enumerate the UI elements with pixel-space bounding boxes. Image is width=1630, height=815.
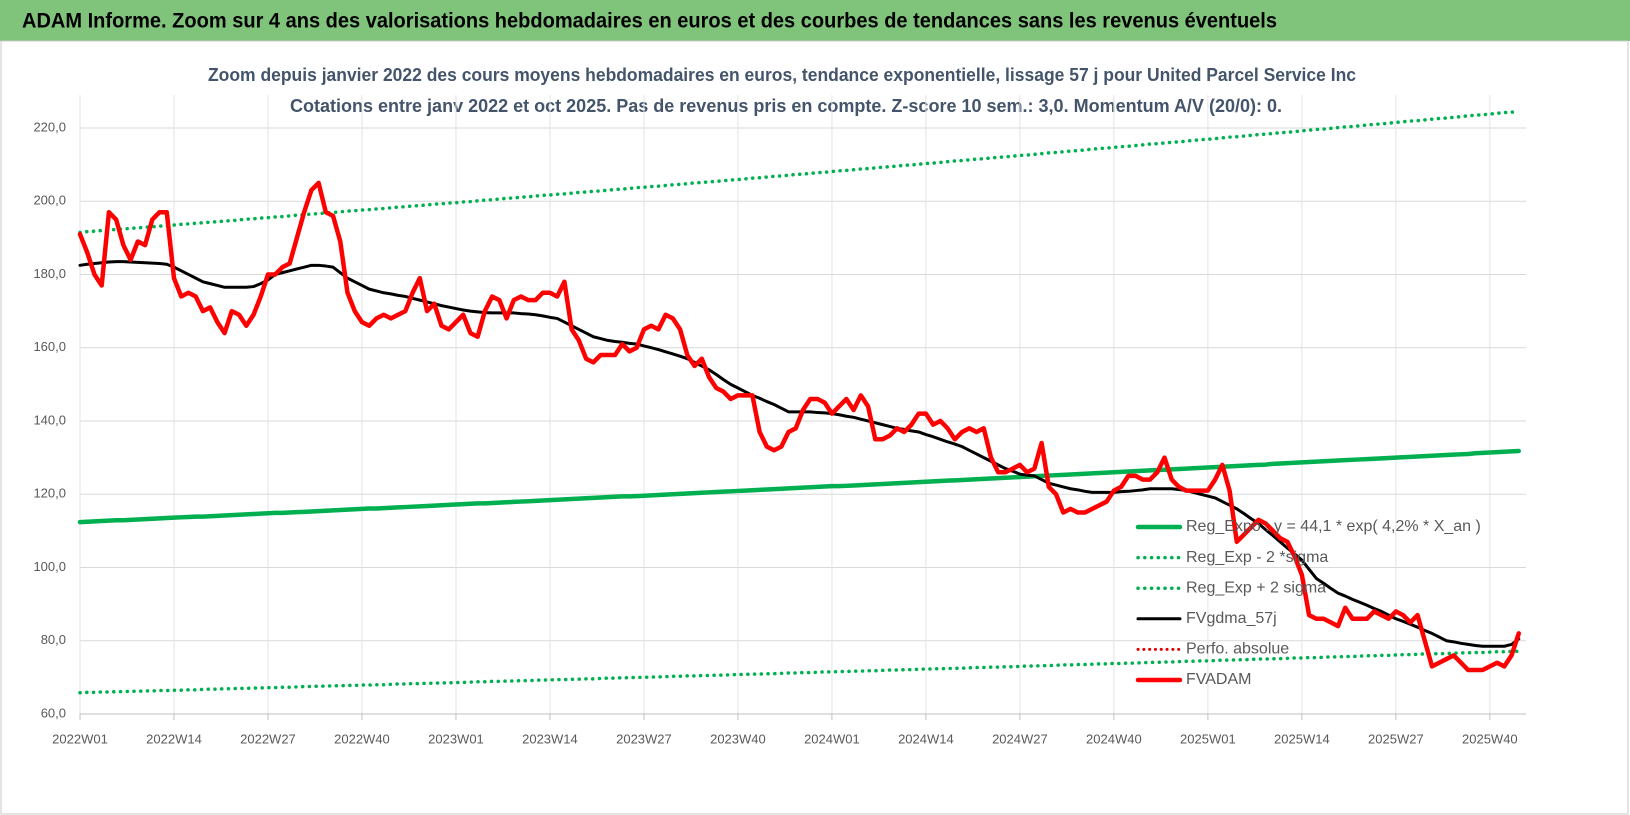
y-tick-label: 120,0	[33, 486, 66, 501]
y-tick-label: 100,0	[33, 559, 66, 574]
x-tick-label: 2024W01	[804, 731, 860, 746]
x-tick-label: 2022W01	[52, 731, 108, 746]
y-tick-label: 80,0	[41, 632, 66, 647]
series-line	[78, 109, 1521, 235]
x-tick-label: 2023W40	[710, 731, 766, 746]
x-tick-label: 2025W01	[1180, 731, 1236, 746]
legend-label: Reg_Exp + 2 sigma	[1186, 579, 1326, 596]
series-line	[78, 260, 1521, 648]
legend-label: FVgdma_57j	[1186, 610, 1277, 627]
x-tick-label: 2023W27	[616, 731, 672, 746]
chart-subtitle: Cotations entre janv 2022 et oct 2025. P…	[290, 96, 1282, 116]
x-tick-label: 2025W14	[1274, 731, 1330, 746]
chart-frame	[0, 40, 1629, 815]
header-bar	[0, 0, 1630, 41]
y-tick-label: 140,0	[33, 412, 66, 427]
plot	[77, 109, 1522, 695]
x-tick-label: 2024W40	[1086, 731, 1142, 746]
header-title: ADAM Informe. Zoom sur 4 ans des valoris…	[22, 10, 1277, 33]
legend-label: Reg_Exp - 2 *sigma	[1186, 549, 1328, 566]
y-tick-label: 220,0	[33, 119, 66, 134]
chart-title: Zoom depuis janvier 2022 des cours moyen…	[208, 65, 1356, 85]
x-tick-label: 2022W27	[240, 731, 296, 746]
x-tick-label: 2022W40	[334, 731, 390, 746]
x-tick-label: 2024W14	[898, 731, 954, 746]
grid: 60,0 80,0 100,0 120,0 140,0 160,0 180,0 200,0 22…	[33, 95, 1526, 746]
x-tick-label: 2024W27	[992, 731, 1048, 746]
legend-label: Reg_Expo : y = 44,1 * exp( 4,2% * X_an )	[1186, 518, 1481, 535]
legend-label: Perfo. absolue	[1186, 641, 1289, 658]
y-tick-label: 160,0	[33, 339, 66, 354]
series-line	[77, 180, 1522, 673]
x-tick-label: 2023W14	[522, 731, 578, 746]
series-line	[78, 649, 1521, 695]
x-tick-label: 2025W40	[1462, 731, 1518, 746]
x-tick-label: 2023W01	[428, 731, 484, 746]
series-line	[77, 448, 1522, 525]
x-tick-label: 2025W27	[1368, 731, 1424, 746]
x-tick-label: 2022W14	[146, 731, 202, 746]
legend-label: FVADAM	[1186, 671, 1251, 688]
y-tick-label: 180,0	[33, 266, 66, 281]
y-tick-label: 60,0	[41, 705, 66, 720]
y-tick-label: 200,0	[33, 193, 66, 208]
legend: Reg_Expo : y = 44,1 * exp( 4,2% * X_an )…	[1135, 518, 1481, 688]
